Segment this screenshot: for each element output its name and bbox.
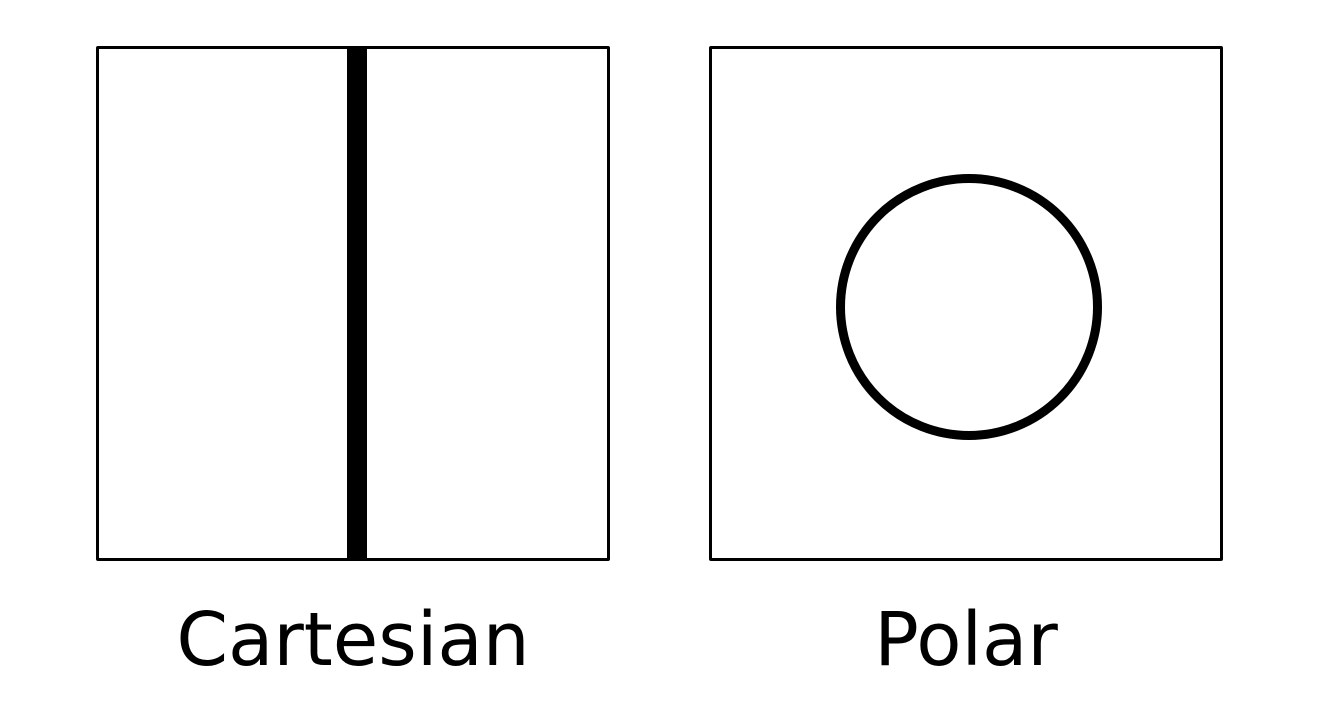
polar-panel [709,46,1223,561]
circle-shape [836,174,1102,440]
cartesian-label: Cartesian [176,597,530,683]
vertical-line-shape [347,49,367,558]
cartesian-panel [96,46,610,561]
polar-label: Polar [874,597,1058,683]
